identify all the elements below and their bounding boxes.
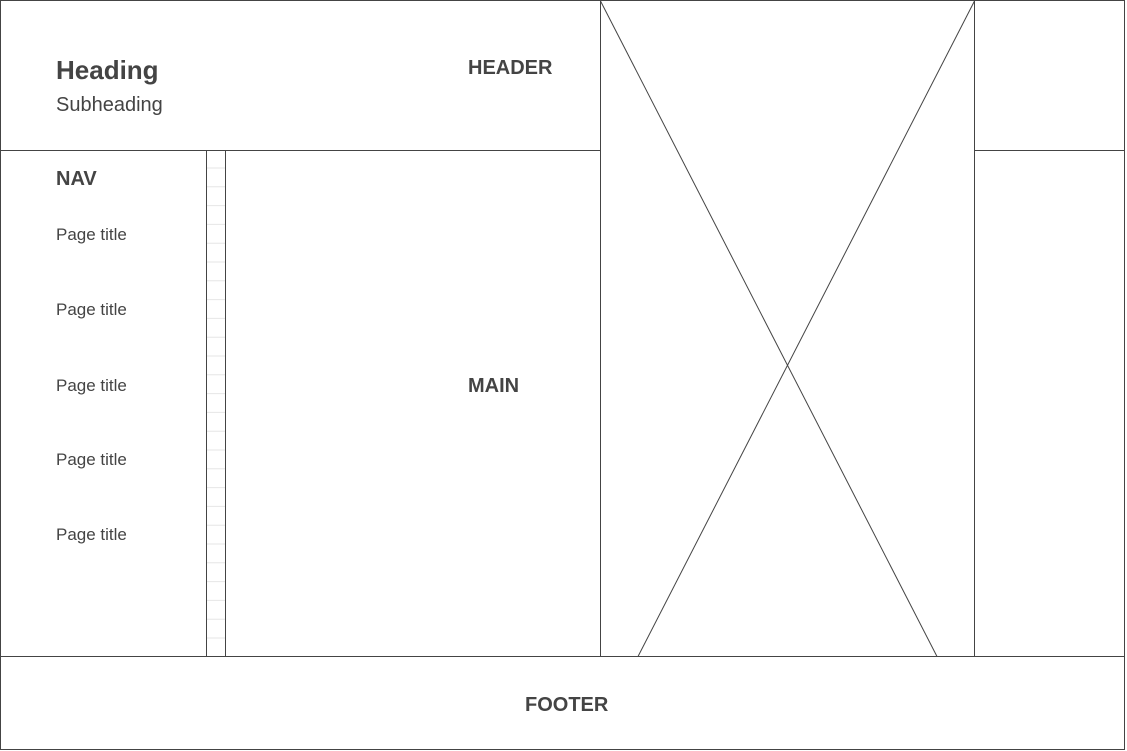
nav-item-page-title-4[interactable]: Page title	[56, 450, 127, 469]
main-region-label: MAIN	[468, 375, 520, 397]
image-placeholder-cross-line-1	[600, 0, 938, 657]
scrollbar-track-grid	[207, 167, 225, 639]
image-placeholder-cross-line-2	[637, 0, 975, 657]
nav-item-page-title-5[interactable]: Page title	[56, 525, 127, 544]
nav-item-page-title-2[interactable]: Page title	[56, 300, 127, 319]
page-subheading: Subheading	[56, 94, 163, 116]
nav-item-page-title-3[interactable]: Page title	[56, 376, 127, 395]
page-heading: Heading	[56, 55, 159, 85]
nav-region-label: NAV	[56, 168, 97, 190]
footer-region-label: FOOTER	[525, 694, 609, 716]
nav-scrollbar[interactable]	[206, 150, 226, 657]
nav-item-page-title-1[interactable]: Page title	[56, 225, 127, 244]
header-region-label: HEADER	[468, 57, 553, 79]
